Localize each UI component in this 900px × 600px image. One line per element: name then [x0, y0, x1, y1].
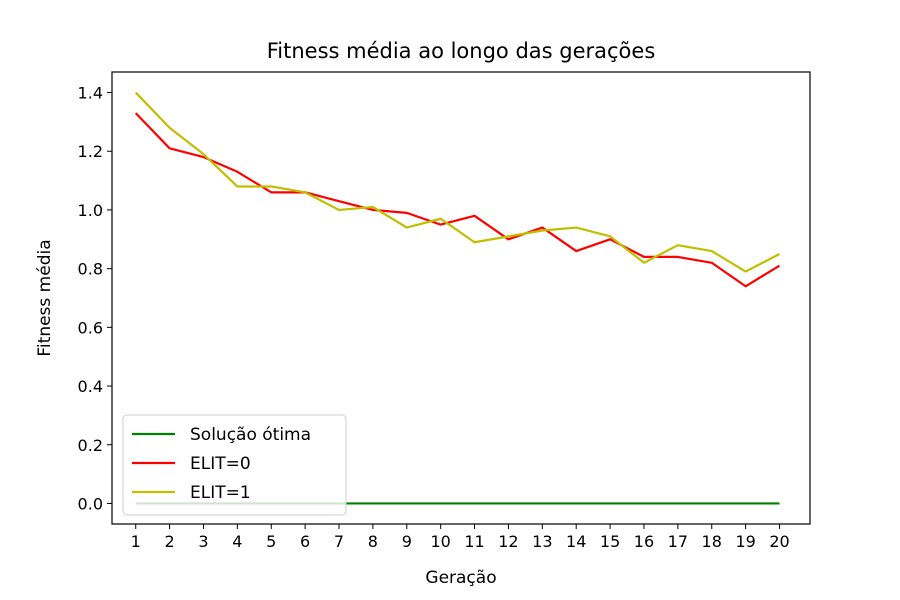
- x-tick-label: 16: [634, 532, 654, 551]
- y-tick-label: 0.4: [78, 377, 103, 396]
- legend: Solução ótima ELIT=0 ELIT=1: [122, 414, 347, 516]
- x-tick-label: 2: [165, 532, 175, 551]
- y-tick-label: 0.2: [78, 436, 103, 455]
- x-tick-label: 12: [498, 532, 518, 551]
- x-tick-label: 10: [430, 532, 450, 551]
- x-tick-label: 11: [464, 532, 484, 551]
- x-axis-label: Geração: [425, 568, 496, 588]
- plot-area-frame: [111, 71, 811, 525]
- x-tick-label: 17: [668, 532, 688, 551]
- x-tick-label: 18: [702, 532, 722, 551]
- x-tick-label: 20: [769, 532, 789, 551]
- legend-label: ELIT=0: [190, 454, 251, 474]
- y-tick-label: 1.0: [78, 201, 103, 220]
- y-tick-label: 1.2: [78, 142, 103, 161]
- series-line-2: [134, 112, 781, 288]
- y-axis-label: Fitness média: [35, 239, 55, 356]
- x-axis-ticks: 1 2 3 4 5 6 7 8 9 10 11 12 13 14 15 16 17 18 19 20: [131, 524, 790, 551]
- legend-label: ELIT=1: [190, 483, 251, 503]
- chart-title: Fitness média ao longo das gerações: [267, 39, 656, 63]
- series-line-3: [134, 91, 781, 273]
- y-axis-ticks: 0.0 0.2 0.4 0.6 0.8 1.0 1.2 1.4: [78, 84, 112, 513]
- x-tick-label: 15: [600, 532, 620, 551]
- x-tick-label: 19: [735, 532, 755, 551]
- x-tick-label: 8: [368, 532, 378, 551]
- y-tick-label: 0.8: [78, 260, 103, 279]
- y-tick-label: 0.6: [78, 318, 103, 337]
- legend-box: [122, 414, 347, 516]
- y-tick-label: 0.0: [78, 494, 103, 513]
- legend-label: Solução ótima: [190, 425, 311, 445]
- x-tick-label: 5: [266, 532, 276, 551]
- x-tick-label: 9: [402, 532, 412, 551]
- x-tick-label: 7: [334, 532, 344, 551]
- x-tick-label: 13: [532, 532, 552, 551]
- x-tick-label: 6: [300, 532, 310, 551]
- x-tick-label: 1: [131, 532, 141, 551]
- x-tick-label: 4: [232, 532, 242, 551]
- x-tick-label: 14: [566, 532, 586, 551]
- x-tick-label: 3: [198, 532, 208, 551]
- y-tick-label: 1.4: [78, 84, 103, 103]
